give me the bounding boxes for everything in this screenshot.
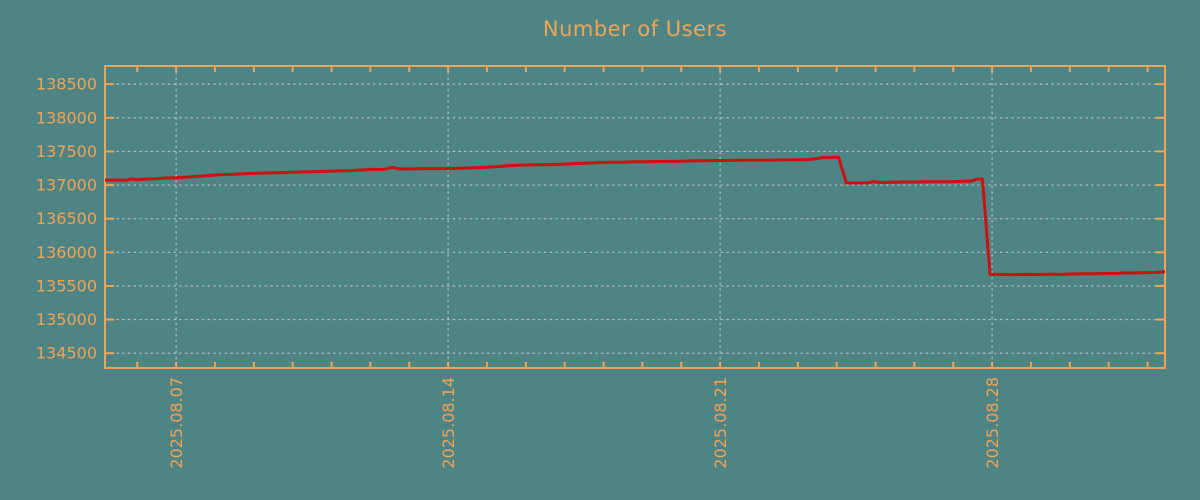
y-tick-label: 135000 (36, 310, 97, 329)
data-line (104, 155, 1166, 277)
y-tick-label: 137000 (36, 176, 97, 195)
x-tick-label: 2025.08.21 (711, 377, 730, 469)
y-tick-label: 135500 (36, 276, 97, 295)
x-tick-label: 2025.08.14 (439, 377, 458, 469)
plot-border (104, 65, 1166, 369)
x-tick-label: 2025.08.28 (983, 377, 1002, 469)
y-tick-label: 138500 (36, 75, 97, 94)
x-tick-label: 2025.08.07 (167, 377, 186, 469)
y-tick-label: 137500 (36, 142, 97, 161)
y-tick-label: 134500 (36, 344, 97, 363)
y-tick-label: 136000 (36, 243, 97, 262)
y-tick-label: 136500 (36, 209, 97, 228)
y-tick-label: 138000 (36, 108, 97, 127)
chart-title: Number of Users (542, 17, 728, 41)
